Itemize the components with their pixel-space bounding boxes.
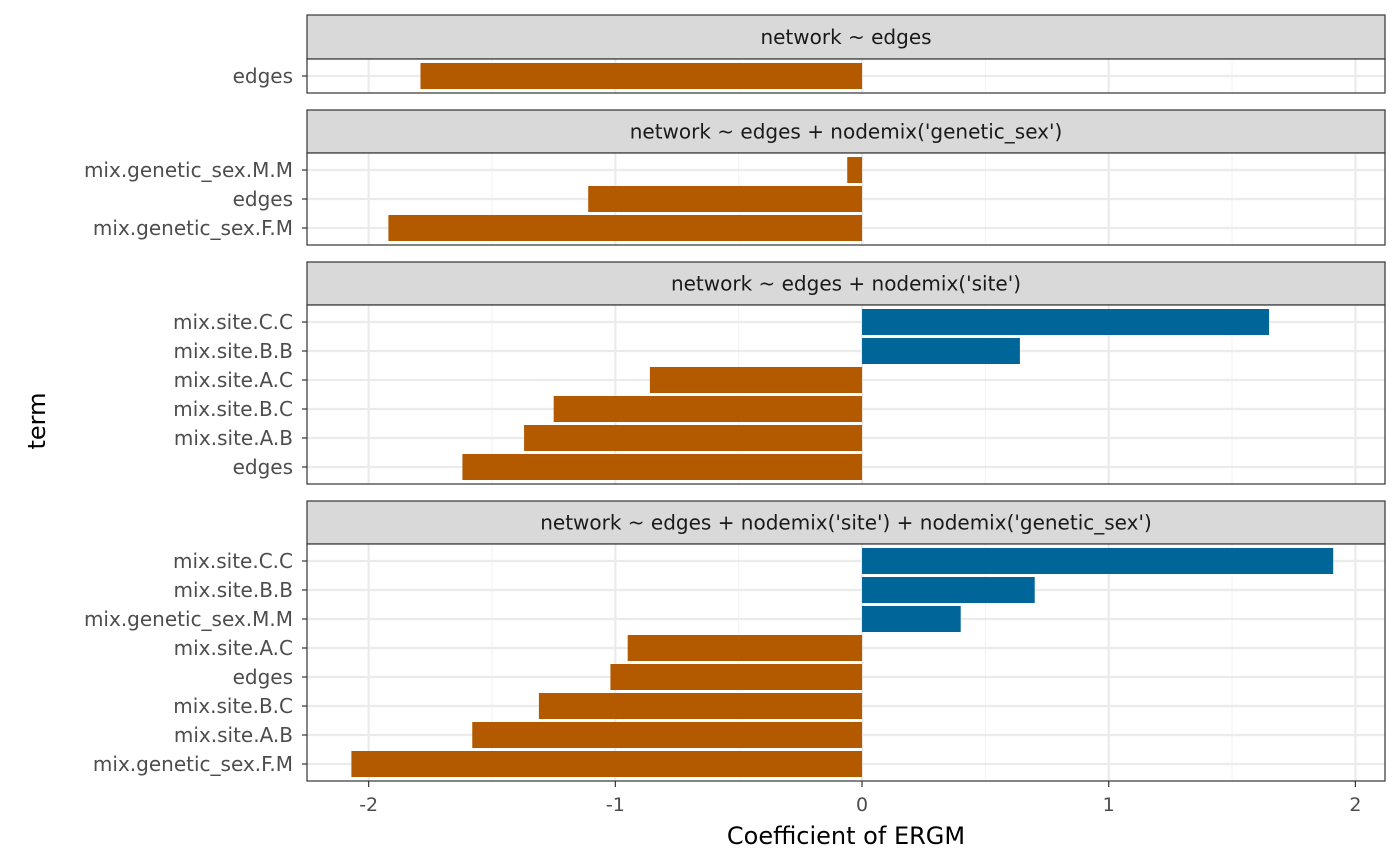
x-tick-label: -1 [606, 794, 625, 816]
y-tick-label: mix.genetic_sex.M.M [84, 158, 293, 182]
coefficient-bar [351, 751, 863, 777]
facet-panel: network ~ edges + nodemix('site') mix.sit… [173, 261, 1386, 485]
coefficient-bar [553, 396, 863, 422]
y-tick-label: mix.site.A.C [174, 636, 293, 660]
y-tick-label: mix.site.C.C [173, 310, 293, 334]
y-tick-label: mix.site.A.B [174, 426, 293, 450]
coefficient-bar [588, 186, 863, 212]
panel-border [306, 58, 1386, 94]
coefficient-bar [862, 309, 1270, 335]
panel-border [306, 543, 1386, 782]
y-tick-label: mix.site.B.C [173, 694, 293, 718]
coefficient-bar [462, 454, 863, 480]
facet-strip-title: network ~ edges + nodemix('genetic_sex') [630, 120, 1063, 144]
y-tick-label: mix.site.C.C [173, 549, 293, 573]
facet-strip [306, 14, 1386, 60]
facet-strip-title: network ~ edges [760, 25, 931, 49]
coefficient-bar [627, 635, 863, 661]
facet-panel: network ~ edges + nodemix('site') + node… [84, 500, 1386, 782]
y-tick-label: mix.site.B.B [173, 578, 293, 602]
x-tick-label: 2 [1349, 794, 1361, 816]
coefficient-bar [420, 63, 863, 89]
coefficient-bar [538, 693, 863, 719]
y-tick-label: mix.site.A.C [174, 368, 293, 392]
facet-strip [306, 109, 1386, 154]
y-tick-label: edges [233, 455, 293, 479]
x-tick-label: 1 [1103, 794, 1115, 816]
y-axis-title: term [23, 393, 51, 450]
y-tick-label: edges [233, 187, 293, 211]
coefficient-bar [847, 157, 863, 183]
coefficient-bar [862, 338, 1020, 364]
coefficient-bar [649, 367, 863, 393]
x-tick-label: 0 [856, 794, 868, 816]
coefficient-bar [524, 425, 863, 451]
facet-strip-title: network ~ edges + nodemix('site') + node… [540, 511, 1152, 535]
x-axis-title: Coefficient of ERGM [727, 822, 965, 850]
y-tick-label: mix.site.B.C [173, 397, 293, 421]
facet-strip-title: network ~ edges + nodemix('site') [671, 272, 1021, 296]
coefficient-bar [610, 664, 863, 690]
x-tick-label: -2 [359, 794, 378, 816]
coefficient-bar [862, 577, 1035, 603]
facet-strip [306, 261, 1386, 306]
facet-panel: network ~ edges edges [233, 14, 1386, 94]
facet-panel: network ~ edges + nodemix('genetic_sex')… [84, 109, 1386, 246]
coefficient-bar [472, 722, 863, 748]
y-tick-label: edges [233, 64, 293, 88]
coefficient-bar [862, 548, 1334, 574]
panel-border [306, 152, 1386, 246]
y-tick-label: mix.site.B.B [173, 339, 293, 363]
coefficient-bar [388, 215, 863, 241]
x-axis: -2 -1 0 1 2 [359, 781, 1361, 816]
panel-border [306, 304, 1386, 485]
y-tick-label: mix.genetic_sex.F.M [93, 216, 293, 240]
y-tick-label: mix.genetic_sex.F.M [93, 752, 293, 776]
y-tick-label: mix.genetic_sex.M.M [84, 607, 293, 631]
facet-strip [306, 500, 1386, 545]
y-tick-label: edges [233, 665, 293, 689]
y-tick-label: mix.site.A.B [174, 723, 293, 747]
coefficient-bar [862, 606, 961, 632]
